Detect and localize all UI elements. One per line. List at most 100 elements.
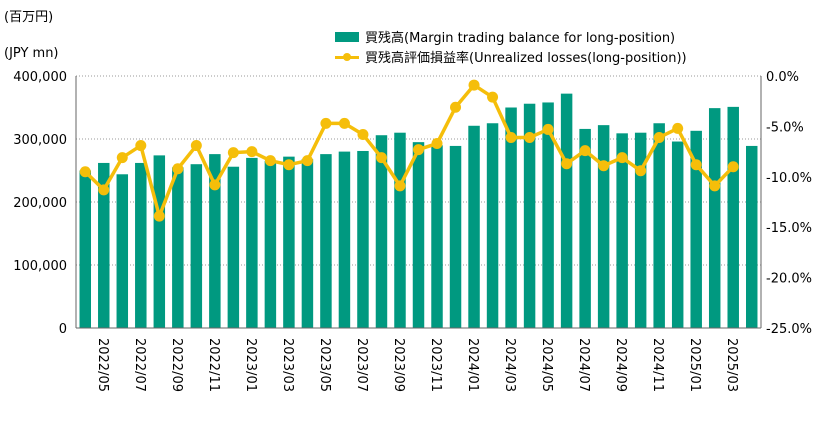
- bar: [653, 123, 665, 328]
- x-tick-label: 2022/07: [132, 338, 147, 392]
- legend-item-line: 買残高評価損益率(Unrealized losses(long-position…: [335, 47, 687, 66]
- line-point: [209, 179, 221, 191]
- line-point: [524, 131, 536, 143]
- bar: [431, 145, 443, 328]
- x-tick-label: 2024/09: [613, 338, 628, 392]
- line-point: [79, 166, 91, 178]
- bar: [135, 162, 147, 328]
- x-tick-label: 2023/09: [391, 338, 406, 392]
- line-point: [153, 210, 165, 222]
- bar: [579, 128, 591, 328]
- legend-line-swatch-icon: [335, 52, 359, 62]
- bar: [172, 167, 184, 328]
- x-tick-label: 2025/01: [687, 338, 702, 392]
- bar: [523, 103, 536, 328]
- line-point: [135, 140, 147, 152]
- x-tick-label: 2024/01: [465, 338, 480, 392]
- y-right-tick-label: -15.0%: [766, 221, 812, 236]
- x-tick-label: 2025/03: [724, 338, 739, 392]
- bar: [708, 108, 721, 328]
- bar: [246, 157, 258, 328]
- line-point: [598, 160, 610, 172]
- line-point: [338, 117, 350, 129]
- line-point: [116, 152, 128, 164]
- bar: [227, 166, 240, 328]
- line-point: [542, 123, 554, 135]
- line-point: [653, 131, 665, 143]
- y-left-tick-label: 100,000: [13, 259, 67, 274]
- bar: [412, 142, 425, 328]
- line-point: [190, 140, 202, 152]
- legend-line-label: 買残高評価損益率(Unrealized losses(long-position…: [365, 51, 687, 66]
- line-point: [487, 91, 499, 103]
- bar: [375, 135, 388, 328]
- bar: [727, 106, 739, 329]
- bar: [264, 161, 277, 328]
- x-tick-label: 2023/03: [280, 338, 295, 392]
- line-point: [690, 159, 702, 171]
- bar: [690, 130, 702, 328]
- line-point: [468, 79, 480, 91]
- line-point: [301, 155, 313, 167]
- y-right-tick-label: -25.0%: [766, 322, 812, 337]
- line-point: [283, 159, 295, 171]
- bar: [320, 154, 332, 328]
- line-point: [172, 163, 184, 175]
- left-axis-unit-jp: (百万円): [4, 10, 54, 25]
- line-point: [709, 180, 721, 192]
- line-point: [505, 131, 517, 143]
- line-point: [98, 184, 110, 196]
- bar: [190, 164, 203, 328]
- line-point: [616, 152, 628, 164]
- bar: [116, 174, 129, 328]
- line-point: [264, 155, 276, 167]
- line-point: [579, 145, 591, 157]
- bar: [283, 156, 295, 328]
- line-point: [672, 122, 684, 134]
- y-right-tick-label: -5.0%: [766, 120, 804, 135]
- bar: [505, 107, 517, 328]
- line-point: [450, 101, 462, 113]
- y-right-tick-label: 0.0%: [766, 70, 799, 85]
- bar: [357, 150, 369, 328]
- line-point: [357, 128, 369, 140]
- y-left-tick-label: 300,000: [13, 133, 67, 148]
- line-point: [320, 117, 332, 129]
- bar: [634, 132, 647, 328]
- bar: [671, 141, 684, 328]
- bar: [153, 155, 166, 328]
- x-tick-label: 2023/05: [317, 338, 332, 392]
- line-point: [561, 158, 573, 170]
- x-tick-label: 2023/07: [354, 338, 369, 392]
- bar: [542, 102, 554, 329]
- x-tick-label: 2023/01: [243, 338, 258, 392]
- x-tick-label: 2022/09: [169, 338, 184, 392]
- x-tick-label: 2024/05: [539, 338, 554, 392]
- x-tick-label: 2022/05: [95, 338, 110, 392]
- y-left-tick-label: 200,000: [13, 196, 67, 211]
- y-left-tick-label: 0: [59, 322, 67, 337]
- bar: [209, 154, 221, 328]
- bar: [597, 125, 610, 328]
- y-right-tick-label: -10.0%: [766, 171, 812, 186]
- legend-bar-swatch-icon: [335, 31, 359, 42]
- line-point: [227, 147, 239, 159]
- legend-bar-label: 買残高(Margin trading balance for long-posi…: [365, 31, 676, 46]
- bar: [394, 132, 406, 328]
- bar: [79, 170, 91, 328]
- bar: [468, 125, 480, 329]
- line-point: [727, 161, 739, 173]
- line-point: [635, 165, 647, 177]
- bar: [449, 145, 462, 328]
- line-point: [375, 152, 387, 164]
- x-tick-label: 2024/07: [576, 338, 591, 392]
- line-point: [413, 144, 424, 156]
- legend-item-bar: 買残高(Margin trading balance for long-posi…: [335, 27, 675, 46]
- bar: [301, 159, 314, 328]
- bar: [616, 133, 628, 328]
- bar: [338, 151, 351, 328]
- line-point: [431, 138, 443, 150]
- x-tick-label: 2023/11: [428, 338, 443, 392]
- x-tick-label: 2024/03: [502, 338, 517, 392]
